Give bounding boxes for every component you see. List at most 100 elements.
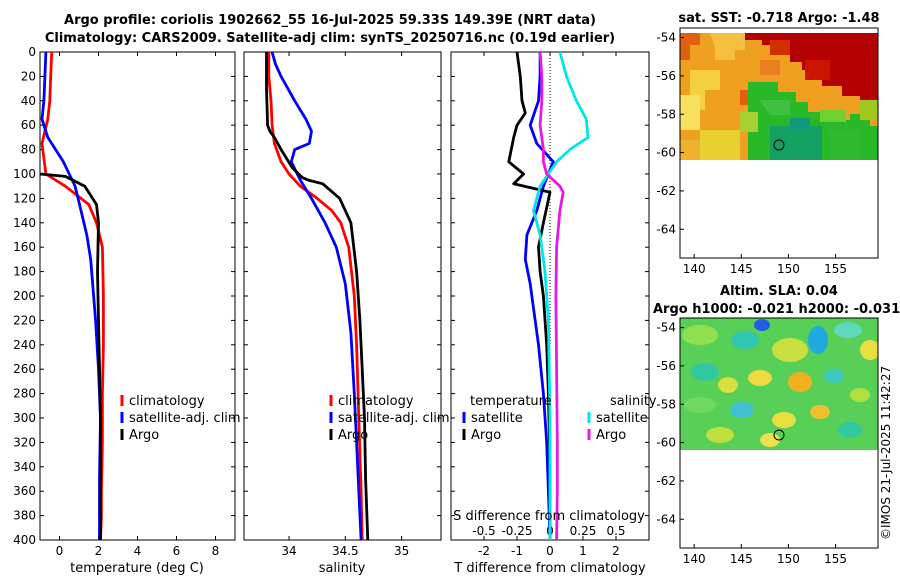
depth-tick-label: 360: [13, 484, 36, 498]
temperature-axes-frame: [39, 51, 236, 541]
temperature-xlabel: temperature (deg C): [70, 561, 204, 576]
depth-tick-label: 140: [13, 216, 36, 230]
difference-series-salinity-argo: [538, 52, 565, 540]
salinity-series-climatology: [267, 52, 364, 540]
difference-series-group: [507, 52, 590, 540]
salinity-axes-frame: [243, 51, 442, 541]
figure-title-line1: Argo profile: coriolis 1902662_55 16-Jul…: [64, 13, 596, 28]
depth-tick-label: 300: [13, 411, 36, 425]
sst-map-field: [680, 33, 878, 160]
difference-xlabel: T difference from climatology: [453, 561, 646, 576]
depth-tick-label: 200: [13, 289, 36, 303]
difference-xtick-label: -1: [511, 544, 523, 558]
depth-tick-label: 80: [21, 143, 36, 157]
difference-series-temperature-argo: [507, 52, 552, 540]
depth-tick-label: 320: [13, 435, 36, 449]
difference-series-temperature-satellite: [523, 52, 555, 540]
sst-map-lat-label: -56: [656, 69, 676, 83]
depth-tick-label: 160: [13, 240, 36, 254]
sla-map-subtitle: Argo h1000: -0.021 h2000: -0.031: [653, 302, 900, 317]
difference-s-tick-label: 0.25: [570, 524, 597, 538]
salinity-legend: climatology satellite-adj. clim Argo: [329, 394, 450, 443]
depth-tick-label: 40: [21, 94, 36, 108]
difference-legend-temperature-header: temperature: [470, 394, 552, 409]
sla-map-lat-label: -56: [656, 359, 676, 373]
difference-s-tick-label: -0.5: [472, 524, 495, 538]
depth-tick-label: 180: [13, 265, 36, 279]
salinity-legend-argo: Argo: [338, 428, 368, 443]
depth-tick-label: 340: [13, 460, 36, 474]
sla-map-lon-label: 155: [824, 552, 847, 566]
temperature-profile-panel: 0204060801001201401601802002202402602803…: [13, 45, 236, 558]
depth-tick-label: 280: [13, 387, 36, 401]
salinity-legend-satellite: satellite-adj. clim: [338, 411, 450, 426]
sla-map-lon-label: 140: [683, 552, 706, 566]
sst-map-lat-label: -58: [656, 107, 676, 121]
temperature-series-climatology: [40, 52, 105, 540]
sst-map-lat-label: -64: [656, 222, 676, 236]
salinity-series-group: [265, 52, 370, 540]
sst-map-lon-label: 150: [777, 262, 800, 276]
depth-tick-label: 60: [21, 118, 36, 132]
sst-argo-marker: [773, 139, 785, 151]
salinity-legend-climatology: climatology: [338, 394, 414, 409]
temperature-legend-climatology: climatology: [129, 394, 205, 409]
temperature-legend: climatology satellite-adj. clim Argo: [120, 394, 241, 443]
difference-s-tick-label: -0.25: [501, 524, 532, 538]
difference-top-label: S difference from climatology: [453, 509, 645, 524]
salinity-xtick-label: 35: [394, 544, 409, 558]
depth-tick-label: 400: [13, 533, 36, 547]
difference-xtick-label: -2: [478, 544, 490, 558]
salinity-series-satellite-adj-clim: [270, 52, 363, 540]
sla-map-lat-label: -54: [656, 321, 676, 335]
temperature-xtick-label: 6: [173, 544, 181, 558]
difference-s-tick-label: 0.5: [606, 524, 625, 538]
temperature-legend-argo: Argo: [129, 428, 159, 443]
sla-map-axes: 140 145 150 155 -54 -56 -58 -60 -62 -64: [656, 317, 879, 566]
sla-map-field: [680, 318, 878, 450]
difference-legend-sal-satellite: satellite: [596, 411, 648, 426]
sla-map-frame: [679, 317, 879, 549]
difference-legend-sal-argo: Argo: [596, 428, 626, 443]
temperature-series-satellite-adj-clim: [40, 52, 102, 540]
difference-legend: temperature satellite Argo salinity sate…: [462, 394, 657, 443]
sst-map-lon-label: 155: [824, 262, 847, 276]
depth-tick-label: 240: [13, 338, 36, 352]
depth-tick-label: 100: [13, 167, 36, 181]
temperature-series-group: [40, 52, 105, 540]
salinity-xlabel: salinity: [319, 561, 366, 576]
depth-tick-label: 120: [13, 191, 36, 205]
difference-legend-temp-satellite: satellite: [471, 411, 523, 426]
difference-xtick-label: 1: [579, 544, 587, 558]
figure-title-line2: Climatology: CARS2009. Satellite-adj cli…: [44, 31, 616, 46]
difference-legend-temp-argo: Argo: [471, 428, 501, 443]
salinity-xtick-label: 34.5: [332, 544, 359, 558]
sst-map-axes: 140 145 150 155 -54 -56 -58 -60 -62 -64: [656, 27, 879, 276]
sst-map-title: sat. SST: -0.718 Argo: -1.48: [678, 11, 879, 26]
sla-map-lat-label: -58: [656, 397, 676, 411]
temperature-xtick-label: 0: [56, 544, 64, 558]
sst-map-lat-label: -54: [656, 31, 676, 45]
sla-map-panel: Altim. SLA: 0.04 Argo h1000: -0.021 h200…: [653, 284, 900, 450]
difference-legend-salinity-header: salinity: [610, 394, 657, 409]
temperature-xtick-label: 4: [134, 544, 142, 558]
difference-profile-panel: -2 -1 0 1 2-0.5 -0.25 0 0.25 0.5: [450, 51, 650, 558]
sla-map-title: Altim. SLA: 0.04: [720, 284, 838, 299]
sla-map-lat-label: -60: [656, 436, 676, 450]
sla-map-lat-label: -62: [656, 474, 676, 488]
depth-tick-label: 380: [13, 509, 36, 523]
depth-tick-label: 220: [13, 313, 36, 327]
difference-series-salinity-satellite: [532, 52, 590, 540]
depth-tick-label: 260: [13, 362, 36, 376]
depth-tick-label: 0: [28, 45, 36, 59]
temperature-legend-satellite: satellite-adj. clim: [129, 411, 241, 426]
salinity-xtick-label: 34: [281, 544, 296, 558]
temperature-xtick-label: 8: [212, 544, 220, 558]
imos-timestamp: ©IMOS 21-Jul-2025 11:42:27: [879, 365, 893, 540]
sla-map-lat-label: -64: [656, 512, 676, 526]
sla-map-lon-label: 145: [730, 552, 753, 566]
temperature-series-argo: [40, 172, 102, 540]
sla-map-lon-label: 150: [777, 552, 800, 566]
depth-tick-label: 20: [21, 69, 36, 83]
